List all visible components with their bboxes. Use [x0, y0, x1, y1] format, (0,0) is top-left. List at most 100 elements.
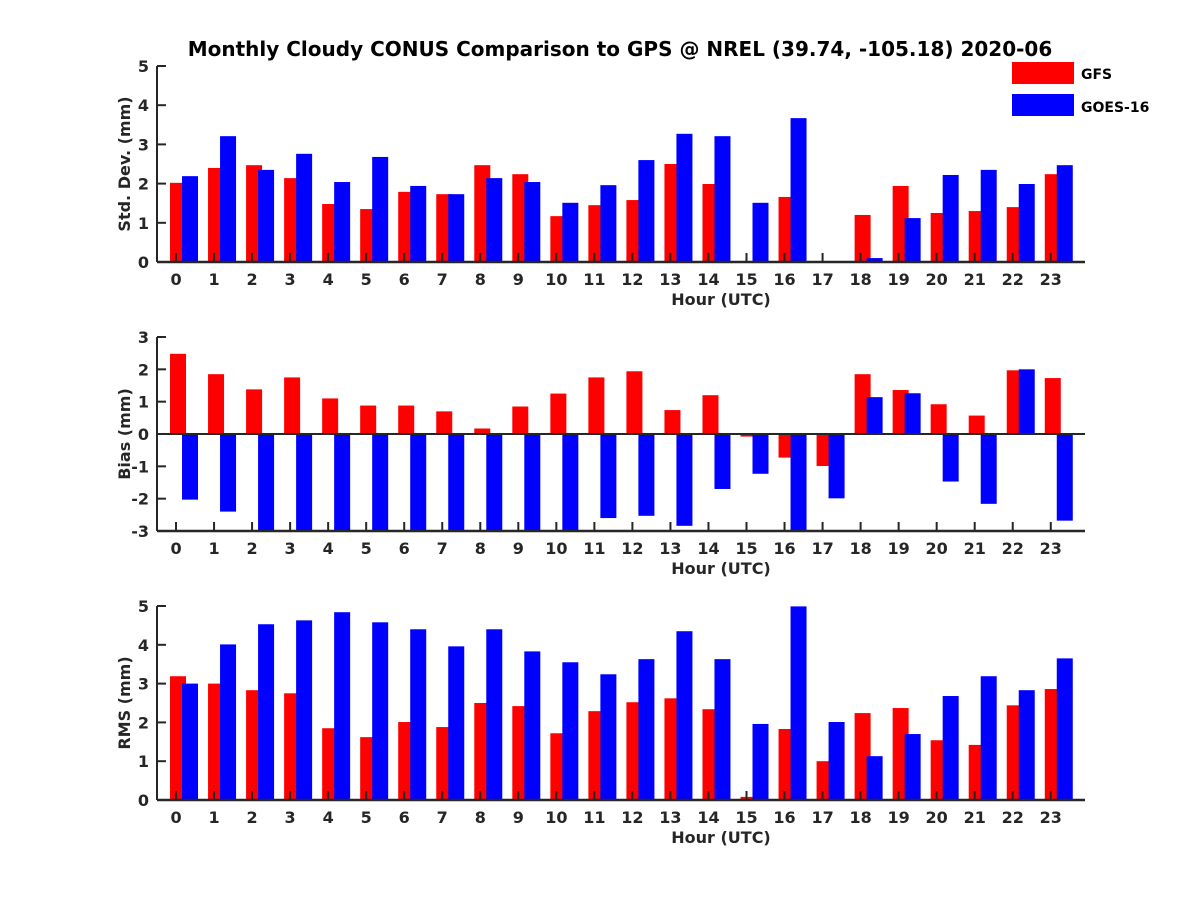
bar-goes16-hour-23	[1056, 165, 1073, 262]
bar-goes16-hour-0	[182, 683, 199, 800]
x-axis-label: Hour (UTC)	[671, 559, 771, 578]
x-tick-label: 4	[323, 808, 334, 827]
bar-goes16-hour-17	[828, 722, 845, 800]
y-tick-label: -1	[131, 457, 149, 476]
y-tick-label: 3	[138, 135, 149, 154]
y-tick-label: 0	[138, 791, 149, 810]
bar-gfs-hour-15	[740, 796, 757, 800]
bar-goes16-hour-19	[904, 734, 921, 800]
x-tick-label: 23	[1040, 539, 1062, 558]
bar-goes16-hour-0	[182, 176, 199, 262]
bar-goes16-hour-12	[638, 434, 655, 516]
x-tick-label: 3	[285, 539, 296, 558]
bar-goes16-hour-4	[334, 612, 351, 800]
x-tick-label: 14	[697, 270, 719, 289]
bar-goes16-hour-14	[714, 659, 731, 800]
x-tick-label: 2	[247, 808, 258, 827]
bar-gfs-hour-6	[398, 405, 415, 434]
bar-goes16-hour-19	[904, 393, 921, 434]
bar-goes16-hour-2	[258, 624, 275, 800]
x-tick-label: 13	[659, 539, 681, 558]
x-tick-label: 1	[208, 270, 219, 289]
y-tick-label: 2	[138, 175, 149, 194]
x-tick-label: 6	[399, 270, 410, 289]
bar-gfs-hour-14	[702, 395, 719, 434]
x-tick-label: 19	[888, 270, 910, 289]
bar-goes16-hour-13	[676, 434, 693, 526]
legend: GFS GOES-16	[1012, 62, 1149, 116]
x-tick-label: 9	[513, 808, 524, 827]
y-tick-label: 5	[138, 597, 149, 616]
bar-gfs-hour-4	[322, 398, 339, 434]
bar-goes16-hour-16	[790, 434, 807, 531]
bar-gfs-hour-3	[284, 377, 301, 434]
bar-goes16-hour-12	[638, 659, 655, 800]
bar-goes16-hour-18	[866, 397, 883, 434]
bar-gfs-hour-2	[246, 389, 263, 434]
x-tick-label: 22	[1002, 270, 1024, 289]
bar-goes16-hour-21	[980, 434, 997, 504]
bar-goes16-hour-6	[410, 629, 427, 800]
x-tick-label: 14	[697, 808, 719, 827]
x-tick-label: 17	[811, 808, 833, 827]
x-tick-label: 0	[170, 539, 181, 558]
x-tick-label: 4	[323, 270, 334, 289]
chart-title: Monthly Cloudy CONUS Comparison to GPS @…	[188, 37, 1053, 61]
bar-goes16-hour-8	[486, 434, 503, 531]
x-tick-label: 11	[583, 539, 605, 558]
bar-goes16-hour-22	[1018, 183, 1035, 262]
y-tick-label: 0	[138, 425, 149, 444]
bar-goes16-hour-4	[334, 182, 351, 262]
x-tick-label: 23	[1040, 270, 1062, 289]
y-tick-label: 4	[138, 96, 149, 115]
x-tick-label: 17	[811, 270, 833, 289]
x-tick-label: 16	[773, 270, 795, 289]
bar-goes16-hour-18	[866, 756, 883, 800]
legend-swatch-gfs	[1012, 62, 1074, 84]
bar-goes16-hour-5	[372, 622, 389, 800]
bar-goes16-hour-21	[980, 169, 997, 262]
x-tick-label: 16	[773, 539, 795, 558]
x-tick-label: 21	[964, 808, 986, 827]
bar-goes16-hour-13	[676, 133, 693, 262]
x-tick-label: 11	[583, 808, 605, 827]
bar-goes16-hour-9	[524, 182, 541, 262]
y-tick-label: 2	[138, 360, 149, 379]
x-tick-label: 14	[697, 539, 719, 558]
x-tick-label: 15	[735, 808, 757, 827]
x-tick-label: 8	[475, 539, 486, 558]
bar-gfs-hour-11	[588, 377, 605, 434]
bar-goes16-hour-22	[1018, 369, 1035, 434]
x-tick-label: 10	[545, 270, 567, 289]
bar-goes16-hour-11	[600, 674, 617, 800]
bar-gfs-hour-1	[208, 374, 225, 434]
bar-goes16-hour-23	[1056, 434, 1073, 521]
x-tick-label: 3	[285, 808, 296, 827]
bar-gfs-hour-21	[968, 415, 985, 434]
bar-goes16-hour-8	[486, 629, 503, 800]
bar-goes16-hour-1	[220, 434, 237, 512]
x-tick-label: 12	[621, 808, 643, 827]
x-tick-label: 22	[1002, 539, 1024, 558]
x-tick-label: 15	[735, 270, 757, 289]
x-tick-label: 18	[849, 270, 871, 289]
bar-goes16-hour-7	[448, 194, 465, 262]
x-tick-label: 21	[964, 270, 986, 289]
x-tick-label: 16	[773, 808, 795, 827]
x-tick-label: 11	[583, 270, 605, 289]
bar-goes16-hour-5	[372, 434, 389, 531]
legend-label-goes16: GOES-16	[1081, 100, 1149, 116]
x-tick-label: 19	[888, 539, 910, 558]
bar-goes16-hour-7	[448, 434, 465, 531]
bar-goes16-hour-10	[562, 662, 579, 800]
bar-gfs-hour-8	[474, 428, 491, 434]
x-tick-label: 7	[437, 539, 448, 558]
bar-goes16-hour-20	[942, 434, 959, 482]
bar-goes16-hour-11	[600, 434, 617, 519]
x-tick-label: 12	[621, 270, 643, 289]
bar-gfs-hour-9	[512, 406, 529, 434]
